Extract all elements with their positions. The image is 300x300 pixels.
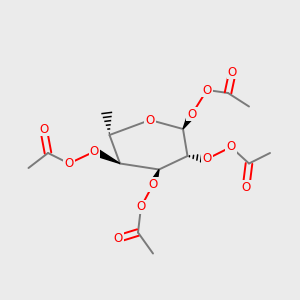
Text: O: O [90,145,99,158]
Text: O: O [148,178,158,191]
Polygon shape [93,148,120,164]
Text: O: O [64,157,74,170]
Text: O: O [146,113,154,127]
Text: O: O [136,200,146,214]
Text: O: O [114,232,123,245]
Text: O: O [228,65,237,79]
Polygon shape [149,169,159,186]
Text: O: O [188,107,196,121]
Polygon shape [183,112,195,129]
Text: O: O [202,83,211,97]
Text: O: O [242,181,250,194]
Text: O: O [202,152,211,166]
Text: O: O [226,140,236,154]
Text: O: O [39,122,48,136]
